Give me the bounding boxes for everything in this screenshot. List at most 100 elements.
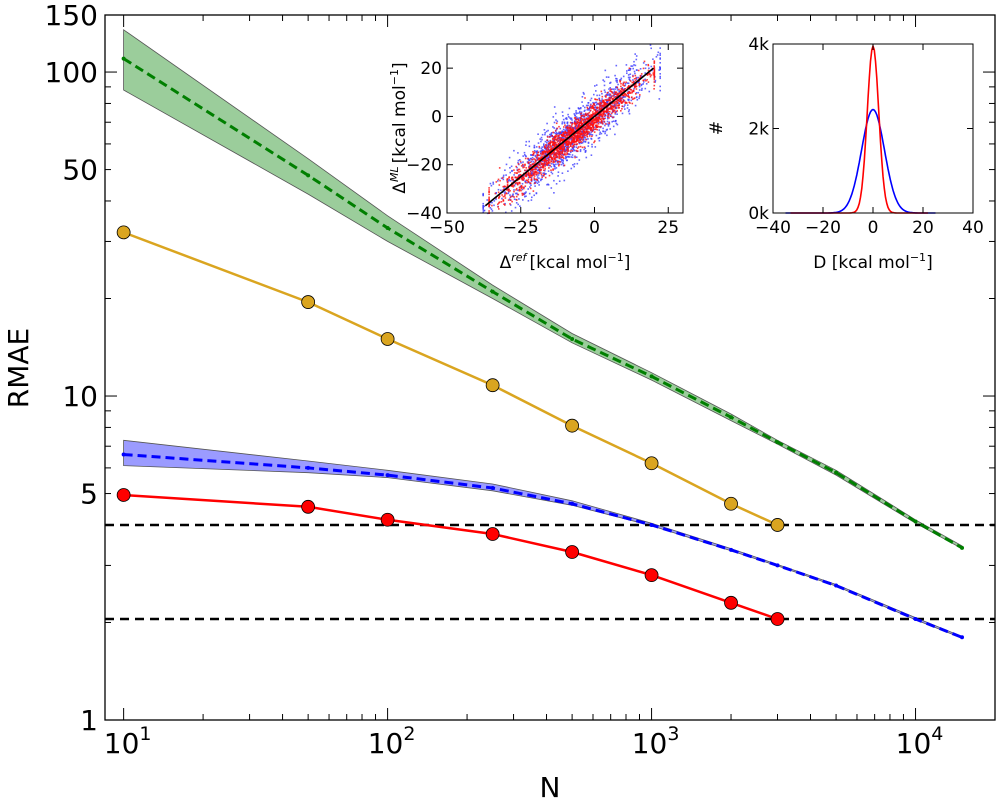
- scatter-point-red: [565, 142, 567, 144]
- scatter-point-red: [594, 119, 596, 122]
- scatter-point-red: [559, 146, 561, 149]
- scatter-point-red: [618, 107, 620, 109]
- scatter-point-blue: [578, 117, 580, 119]
- scatter-point-red: [602, 104, 604, 107]
- scatter-point-red: [554, 153, 556, 156]
- scatter-point-blue: [640, 89, 643, 91]
- inset-histogram-y-tick-label: 0k: [748, 204, 769, 224]
- scatter-point-red: [593, 121, 595, 124]
- scatter-point-red: [648, 73, 651, 76]
- scatter-point-red: [560, 145, 563, 148]
- scatter-point-blue: [567, 147, 570, 150]
- scatter-point-red: [558, 157, 560, 160]
- scatter-point-red: [595, 128, 597, 130]
- scatter-point-red: [519, 160, 522, 163]
- scatter-point-red: [629, 102, 631, 104]
- scatter-point-red: [594, 128, 596, 131]
- scatter-point-red: [583, 128, 585, 130]
- scatter-point-red: [533, 166, 536, 168]
- scatter-point-red: [579, 139, 581, 142]
- scatter-point-red: [589, 104, 592, 107]
- scatter-point-red: [570, 128, 573, 131]
- scatter-point-red: [585, 130, 587, 132]
- scatter-point-red: [517, 168, 520, 171]
- scatter-point-red: [529, 161, 532, 164]
- scatter-point-red: [567, 132, 569, 134]
- scatter-point-blue: [495, 198, 497, 201]
- scatter-point-red: [580, 137, 583, 140]
- scatter-point-red: [601, 117, 603, 120]
- scatter-point-red: [593, 141, 595, 144]
- gold-marker: [770, 518, 785, 532]
- scatter-point-red: [572, 126, 574, 129]
- scatter-point-blue: [593, 128, 595, 131]
- scatter-point-blue: [649, 44, 652, 46]
- inset-scatter-x-label: Δref [kcal mol−1]: [500, 251, 631, 273]
- scatter-point-blue: [637, 91, 640, 94]
- scatter-point-blue: [540, 150, 543, 152]
- scatter-point-red: [614, 107, 617, 109]
- scatter-point-red: [604, 114, 606, 116]
- scatter-point-blue: [548, 156, 550, 159]
- scatter-point-red: [616, 110, 618, 112]
- scatter-point-red: [586, 135, 589, 138]
- scatter-point-blue: [605, 93, 608, 96]
- scatter-point-red: [521, 192, 523, 195]
- scatter-point-red: [629, 85, 631, 88]
- scatter-point-red: [507, 190, 510, 192]
- scatter-point-red: [571, 129, 574, 132]
- scatter-point-blue: [540, 147, 543, 150]
- scatter-point-blue: [483, 209, 485, 212]
- scatter-point-red: [586, 106, 588, 109]
- gold-marker: [301, 295, 316, 309]
- scatter-point-red: [607, 116, 609, 118]
- scatter-point-red: [588, 111, 591, 114]
- scatter-point-red: [529, 164, 532, 166]
- scatter-point-red: [581, 139, 584, 141]
- scatter-point-blue: [555, 160, 557, 163]
- scatter-point-blue: [567, 124, 569, 127]
- scatter-point-red: [610, 107, 613, 109]
- scatter-point-blue: [607, 115, 610, 118]
- scatter-point-red: [570, 131, 573, 134]
- scatter-point-blue: [566, 118, 568, 120]
- inset-histogram-x-ticks: −40 −20 0 20 40: [755, 44, 984, 238]
- scatter-point-blue: [560, 149, 562, 152]
- scatter-point-red: [597, 118, 599, 121]
- green-band-point: [649, 374, 654, 379]
- scatter-point-blue: [654, 79, 657, 82]
- scatter-point-blue: [579, 107, 582, 110]
- scatter-point-blue: [552, 139, 555, 142]
- blue-band-point: [834, 583, 839, 588]
- scatter-point-red: [553, 139, 556, 141]
- scatter-point-red: [488, 191, 490, 193]
- scatter-point-blue: [565, 150, 568, 152]
- scatter-point-blue: [545, 145, 548, 148]
- scatter-point-blue: [574, 121, 577, 123]
- scatter-point-red: [559, 148, 561, 150]
- scatter-point-blue: [527, 200, 530, 202]
- scatter-point-blue: [483, 205, 486, 208]
- scatter-point-blue: [650, 65, 653, 68]
- scatter-point-blue: [628, 78, 631, 80]
- scatter-point-red: [569, 142, 571, 144]
- scatter-point-blue: [530, 184, 532, 186]
- scatter-point-red: [582, 136, 584, 139]
- scatter-point-blue: [644, 67, 647, 70]
- scatter-point-red: [634, 86, 637, 88]
- scatter-point-red: [488, 196, 490, 199]
- scatter-point-blue: [586, 109, 589, 111]
- scatter-point-red: [581, 136, 583, 139]
- scatter-point-blue: [490, 184, 493, 187]
- scatter-point-red: [528, 172, 530, 175]
- scatter-point-red: [553, 144, 555, 146]
- scatter-point-red: [564, 124, 566, 126]
- red-marker: [644, 568, 659, 583]
- scatter-point-red: [610, 105, 613, 108]
- scatter-point-blue: [634, 64, 637, 67]
- scatter-point-red: [542, 164, 545, 166]
- scatter-point-red: [612, 102, 614, 105]
- scatter-point-red: [568, 131, 571, 134]
- scatter-point-blue: [644, 78, 646, 81]
- scatter-point-red: [567, 148, 569, 150]
